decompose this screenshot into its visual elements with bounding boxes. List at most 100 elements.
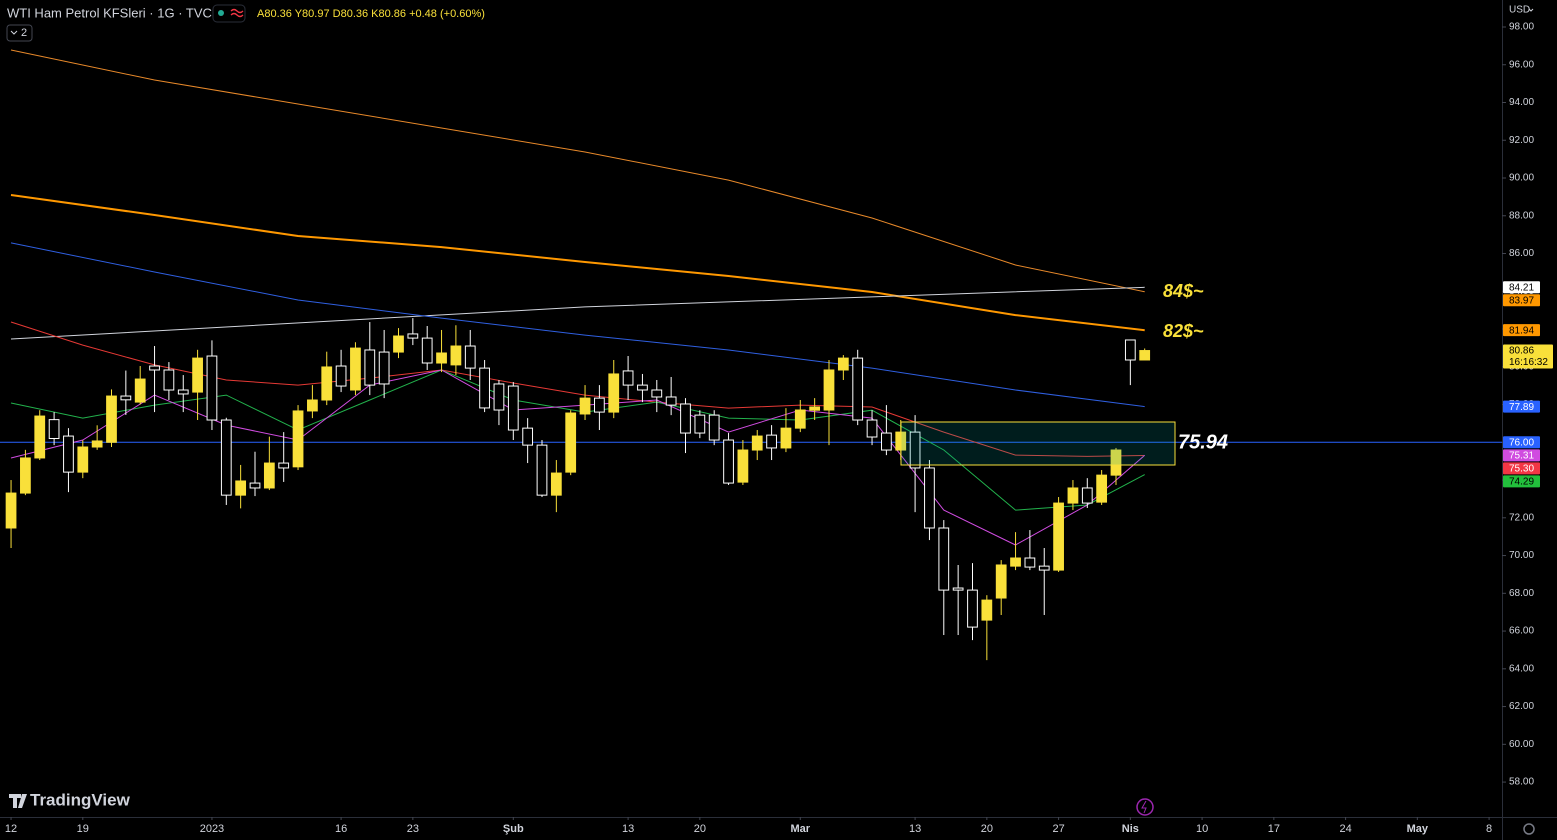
y-tick-label: 72.00 [1509, 512, 1534, 523]
candle-body [550, 472, 562, 496]
candle [622, 356, 634, 401]
candle [680, 398, 691, 454]
candle-body [536, 444, 548, 496]
candle-body [77, 446, 89, 473]
x-tick-label: 20 [981, 823, 993, 835]
price-tag-label: 76.00 [1509, 437, 1534, 448]
price-tag [1503, 436, 1540, 449]
candle [263, 436, 275, 491]
chevron [1528, 8, 1534, 12]
candle [924, 460, 935, 541]
candle-body [909, 431, 921, 469]
candle [909, 415, 921, 513]
annotation: 82$~ [1163, 321, 1204, 341]
currency[interactable]: USD [1509, 5, 1530, 16]
candle [407, 318, 419, 346]
candle-body [637, 384, 648, 391]
logo-mark [9, 794, 27, 808]
x-tick-label: 12 [5, 823, 17, 835]
y-tick-label: 68.00 [1509, 588, 1534, 599]
candle-body [1024, 557, 1036, 568]
candle-body [479, 367, 490, 409]
candle-body [881, 432, 892, 451]
candle-body [335, 365, 347, 387]
candle [881, 405, 892, 456]
candle [77, 440, 89, 479]
candle-body [263, 462, 275, 489]
candle-body [120, 395, 132, 401]
candle [809, 398, 821, 421]
y-tick-label: 92.00 [1509, 135, 1534, 146]
candle [1024, 530, 1036, 571]
candle-body [809, 406, 821, 411]
status-box [212, 4, 246, 23]
candle-body [938, 527, 950, 591]
candle [723, 433, 734, 485]
candle [536, 440, 548, 498]
y-tick-label: 94.00 [1509, 97, 1534, 108]
price-tag [1503, 400, 1540, 413]
candle-body [594, 397, 605, 413]
candle [436, 329, 447, 373]
chevron [10, 30, 18, 35]
candle [952, 564, 964, 636]
candle-body [1110, 449, 1122, 476]
price-tag [1503, 449, 1540, 462]
x-tick-label: 20 [694, 823, 706, 835]
flash-button[interactable] [1136, 798, 1154, 816]
candle [751, 430, 763, 461]
candle-body [292, 410, 304, 468]
candle [550, 460, 562, 513]
candle-body [837, 357, 849, 371]
candle-body [192, 357, 203, 393]
y-tick-label: 58.00 [1509, 777, 1534, 788]
candle-body [723, 439, 734, 484]
candle-body [393, 335, 404, 353]
x-tick-label: 16 [335, 823, 347, 835]
candle [1110, 447, 1122, 485]
candle [20, 449, 31, 496]
candle [737, 440, 749, 485]
candle-body [565, 412, 577, 473]
candle-body [967, 589, 978, 628]
x-tick-label: 27 [1052, 823, 1064, 835]
axes: 58.00 60.00 62.00 64.00 66.00 68.00 70.00 72.00… [5, 22, 1553, 835]
candle-body [235, 480, 247, 496]
candle-body [766, 434, 777, 449]
candle-body [1053, 502, 1064, 571]
candle-body [708, 414, 720, 441]
settings-button[interactable] [1523, 823, 1535, 835]
x-tick-label: 17 [1268, 823, 1280, 835]
candle [1124, 339, 1136, 386]
candle-body [952, 587, 964, 591]
x-tick-label: 13 [622, 823, 634, 835]
candle [292, 405, 304, 471]
candle-body [794, 409, 806, 429]
candle-body [1124, 339, 1136, 361]
candle [837, 355, 849, 380]
candle [1053, 497, 1064, 572]
candle [278, 432, 290, 482]
candle [493, 379, 505, 426]
candle [421, 326, 433, 370]
price-tag-label: 74.29 [1509, 476, 1534, 487]
candle [249, 451, 261, 497]
candle [206, 340, 218, 431]
candle [1067, 480, 1079, 511]
candle [852, 349, 864, 426]
candle [120, 370, 132, 415]
candle [378, 329, 390, 399]
candle-body [106, 395, 117, 443]
y-tick-label: 70.00 [1509, 550, 1534, 561]
x-tick-label: May [1407, 823, 1429, 835]
candle-body [737, 449, 749, 483]
candle [393, 328, 404, 359]
candle-body [307, 399, 318, 412]
candle [866, 410, 878, 446]
y-tick-label: 62.00 [1509, 701, 1534, 712]
price-tag [1503, 344, 1553, 369]
y-tick-label: 66.00 [1509, 626, 1534, 637]
moving-average [10, 286, 1145, 340]
indicator-toggle[interactable] [6, 24, 33, 42]
